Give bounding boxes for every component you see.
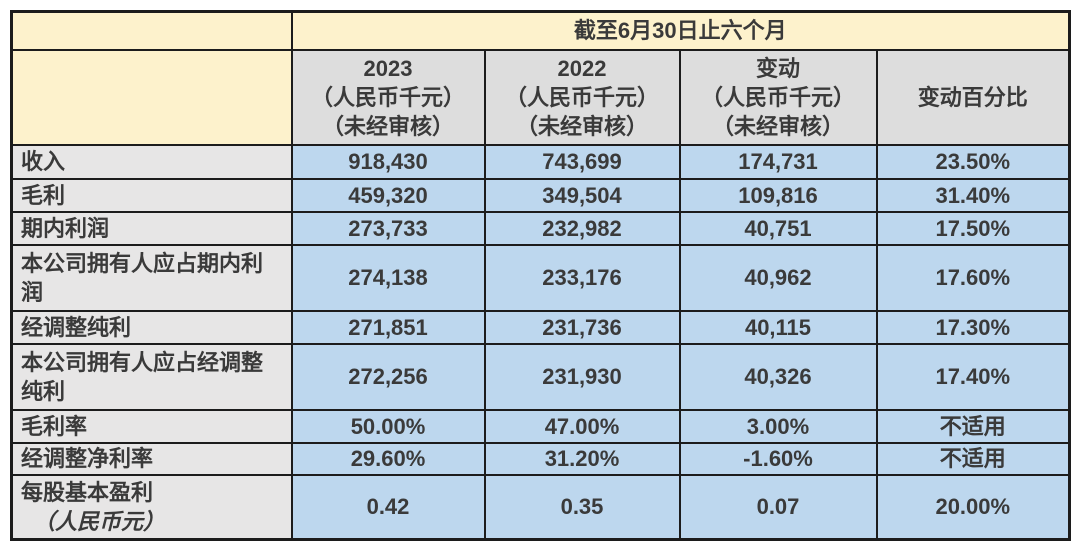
- row-label: 本公司拥有人应占期内利润: [10, 243, 293, 312]
- value-2022: 233,176: [483, 243, 681, 312]
- table-row-profit-attributable-owners: 本公司拥有人应占期内利润 274,138 233,176 40,962 17.6…: [10, 243, 1071, 312]
- value-2023: 274,138: [290, 243, 486, 312]
- value-2022: 349,504: [483, 177, 681, 213]
- value-change: -1.60%: [678, 441, 878, 476]
- row-sublabel-text: （人民币元）: [33, 508, 166, 534]
- row-label-text: 毛利: [21, 182, 66, 208]
- column-audit: （未经审核）: [711, 113, 844, 139]
- value-2023: 29.60%: [290, 441, 486, 476]
- column-unit: （人民币千元）: [700, 84, 855, 110]
- value-2022: 231,930: [483, 342, 681, 411]
- value-change: 174,731: [678, 143, 878, 180]
- value-change-pct: 17.30%: [875, 309, 1071, 345]
- value-2022: 0.35: [483, 473, 681, 541]
- row-label-text: 本公司拥有人应占经调整纯利: [21, 349, 264, 404]
- row-label: 每股基本盈利 （人民币元）: [10, 473, 293, 541]
- table-row-gross-profit: 毛利 459,320 349,504 109,816 31.40%: [10, 177, 1071, 213]
- value-change-pct: 23.50%: [875, 143, 1071, 180]
- column-audit: （未经审核）: [321, 113, 454, 139]
- row-label-text: 毛利率: [21, 413, 88, 439]
- value-change: 3.00%: [678, 408, 878, 444]
- value-change-pct: 20.00%: [875, 473, 1071, 541]
- table-row-profit-for-period: 期内利润 273,733 232,982 40,751 17.50%: [10, 210, 1071, 246]
- column-header-row: 2023 （人民币千元） （未经审核） 2022 （人民币千元） （未经审核） …: [10, 48, 1071, 146]
- value-change-pct: 不适用: [875, 441, 1071, 476]
- table-row-revenue: 收入 918,430 743,699 174,731 23.50%: [10, 143, 1071, 180]
- row-label-text: 本公司拥有人应占期内利润: [21, 250, 264, 305]
- value-2023: 273,733: [290, 210, 486, 246]
- row-label-text: 收入: [21, 149, 66, 174]
- value-change-pct: 17.40%: [875, 342, 1071, 411]
- value-2022: 231,736: [483, 309, 681, 345]
- table-row-adjusted-net-margin: 经调整净利率 29.60% 31.20% -1.60% 不适用: [10, 441, 1071, 476]
- table-row-gross-margin: 毛利率 50.00% 47.00% 3.00% 不适用: [10, 408, 1071, 444]
- value-change: 109,816: [678, 177, 878, 213]
- row-label: 经调整净利率: [10, 441, 293, 476]
- value-2023: 50.00%: [290, 408, 486, 444]
- column-year: 2022: [557, 55, 607, 81]
- row-label: 收入: [10, 143, 293, 180]
- value-2023: 918,430: [290, 143, 486, 180]
- row-label-text: 每股基本盈利: [21, 479, 154, 505]
- header-band-empty-cell: [10, 10, 293, 51]
- row-label: 经调整纯利: [10, 309, 293, 345]
- row-label: 毛利率: [10, 408, 293, 444]
- table-row-adjusted-profit-attributable-owners: 本公司拥有人应占经调整纯利 272,256 231,930 40,326 17.…: [10, 342, 1071, 411]
- value-2023: 459,320: [290, 177, 486, 213]
- table-row-adjusted-net-profit: 经调整纯利 271,851 231,736 40,115 17.30%: [10, 309, 1071, 345]
- column-header-2023: 2023 （人民币千元） （未经审核）: [290, 48, 486, 146]
- row-label: 本公司拥有人应占经调整纯利: [10, 342, 293, 411]
- value-change-pct: 31.40%: [875, 177, 1071, 213]
- value-change: 40,326: [678, 342, 878, 411]
- value-change: 40,751: [678, 210, 878, 246]
- value-2022: 47.00%: [483, 408, 681, 444]
- value-2022: 743,699: [483, 143, 681, 180]
- value-2022: 232,982: [483, 210, 681, 246]
- row-label-text: 经调整纯利: [21, 314, 132, 340]
- value-2023: 272,256: [290, 342, 486, 411]
- value-change: 40,962: [678, 243, 878, 312]
- financial-table: 截至6月30日止六个月 2023 （人民币千元） （未经审核） 2022 （人民…: [10, 10, 1072, 541]
- column-header-2022: 2022 （人民币千元） （未经审核）: [483, 48, 681, 146]
- row-label-text: 期内利润: [21, 215, 110, 241]
- header-label-empty-cell: [10, 48, 293, 146]
- period-title: 截至6月30日止六个月: [290, 10, 1071, 51]
- value-change-pct: 17.50%: [875, 210, 1071, 246]
- column-header-change-pct: 变动百分比: [875, 48, 1071, 146]
- value-change-pct: 不适用: [875, 408, 1071, 444]
- column-unit: （人民币千元）: [310, 84, 465, 110]
- value-change: 40,115: [678, 309, 878, 345]
- column-year: 变动百分比: [917, 84, 1028, 110]
- table-row-basic-eps: 每股基本盈利 （人民币元） 0.42 0.35 0.07 20.00%: [10, 473, 1071, 541]
- row-label-text: 经调整净利率: [21, 446, 154, 471]
- value-2022: 31.20%: [483, 441, 681, 476]
- column-audit: （未经审核）: [515, 113, 648, 139]
- column-year: 变动: [755, 55, 800, 81]
- row-label: 毛利: [10, 177, 293, 213]
- value-change: 0.07: [678, 473, 878, 541]
- column-header-change: 变动 （人民币千元） （未经审核）: [678, 48, 878, 146]
- column-unit: （人民币千元）: [504, 84, 659, 110]
- value-2023: 0.42: [290, 473, 486, 541]
- header-band-row: 截至6月30日止六个月: [10, 10, 1071, 51]
- row-label: 期内利润: [10, 210, 293, 246]
- value-2023: 271,851: [290, 309, 486, 345]
- column-year: 2023: [363, 55, 413, 81]
- value-change-pct: 17.60%: [875, 243, 1071, 312]
